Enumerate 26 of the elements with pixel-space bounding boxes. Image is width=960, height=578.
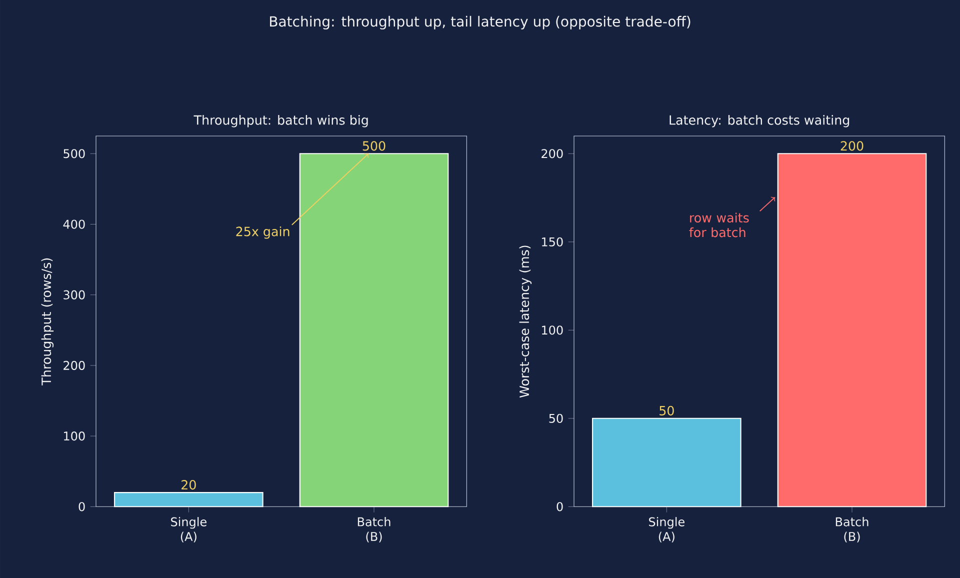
y-tick-label: 0 xyxy=(556,502,563,512)
y-tick-label: 400 xyxy=(63,220,85,229)
annotation: row waits for batch xyxy=(689,212,749,238)
annotation: 25x gain xyxy=(236,226,290,239)
chart-title: Throughput: batch wins big xyxy=(194,115,368,128)
y-tick-label: 500 xyxy=(64,149,85,158)
data-label: 50 xyxy=(660,406,674,416)
y-tick-label: 0 xyxy=(78,502,85,512)
x-tick-label: Batch (B) xyxy=(358,517,390,542)
text: Batching: throughput up, tail latency up (opposite trade-off) xyxy=(270,16,690,30)
data-label: 200 xyxy=(840,141,864,151)
y-tick-label: 50 xyxy=(549,414,563,423)
y-axis-title: Worst-case latency (ms) xyxy=(519,246,532,398)
x-tick-label: Batch (B) xyxy=(836,517,868,542)
y-axis-title: Throughput (rows/s) xyxy=(41,258,54,386)
x-tick-label: Single (A) xyxy=(649,517,684,542)
y-tick-label: 100 xyxy=(542,326,563,335)
y-tick-label: 300 xyxy=(64,290,85,300)
chart-title: Latency: batch costs waiting xyxy=(670,115,850,128)
y-tick-label: 200 xyxy=(64,360,85,370)
y-tick-label: 150 xyxy=(542,237,563,246)
data-label: 20 xyxy=(182,480,196,490)
x-tick-label: Single (A) xyxy=(171,517,207,542)
y-tick-label: 100 xyxy=(64,432,85,441)
y-tick-label: 200 xyxy=(542,149,563,158)
data-label: 500 xyxy=(362,141,386,151)
